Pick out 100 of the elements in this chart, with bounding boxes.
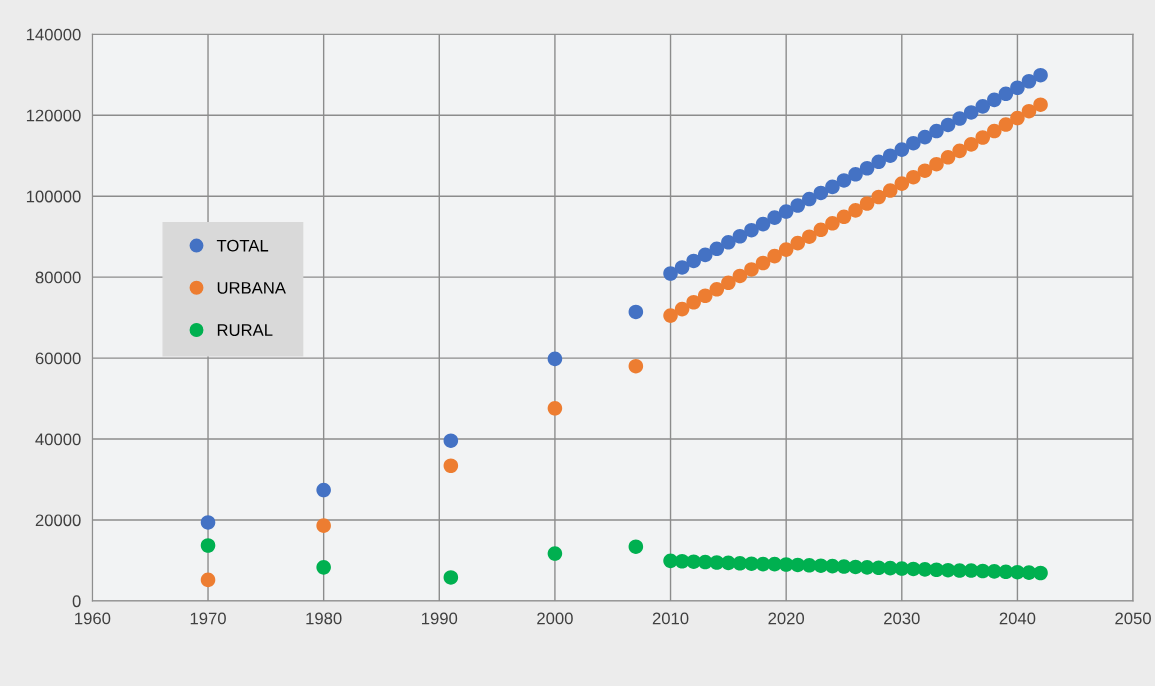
point [697,247,713,263]
point [836,209,852,225]
point [848,167,863,182]
point [1021,73,1037,89]
y-tick-label: 80000 [35,271,81,284]
point [802,191,817,207]
point [547,351,563,367]
point [674,260,690,275]
point [894,142,910,157]
x-tick-label: 2050 [1115,612,1151,625]
point [987,123,1002,139]
point [1021,103,1037,119]
point [316,482,331,498]
x-tick-label: 2000 [537,612,573,625]
point [813,185,829,201]
point [767,210,782,225]
point [906,135,921,151]
point [1010,80,1025,96]
point [929,156,944,172]
point [998,117,1014,132]
point [952,143,967,159]
point [836,173,852,188]
point [755,255,771,271]
point [697,288,713,304]
point [859,160,875,176]
point [952,111,967,126]
point [882,148,898,164]
point [547,546,563,561]
point [732,268,748,284]
legend-label: RURAL [217,324,273,336]
point [767,248,782,264]
point [940,150,956,165]
point [443,458,459,474]
y-tick-label: 0 [72,595,81,608]
point [871,189,886,205]
point [963,105,979,120]
point [663,266,678,281]
point [1033,97,1048,113]
x-tick-label: 1960 [75,612,111,625]
point [674,301,690,317]
point [917,163,933,178]
point [709,241,725,257]
point [663,308,678,323]
point [547,401,563,416]
point [686,294,701,310]
point [721,275,736,291]
point [825,179,840,195]
point [628,304,644,320]
x-tick-label: 2020 [768,612,805,625]
point [200,515,216,530]
point [628,358,644,374]
point [929,123,944,139]
legend-label: URBANA [217,282,286,294]
point [732,228,748,244]
point [744,262,759,277]
point [871,154,886,170]
x-tick-label: 2040 [999,612,1036,625]
point [825,216,840,231]
point [744,222,759,238]
point [628,539,644,554]
point [316,518,331,533]
point [998,86,1014,102]
point [721,235,736,250]
y-tick-label: 40000 [35,433,81,446]
x-tick-label: 1990 [422,612,458,625]
point [778,204,794,219]
point [443,570,459,585]
point [1010,110,1025,126]
x-tick-label: 1980 [306,612,342,625]
point [709,282,725,297]
point [963,137,979,152]
x-tick-label: 2030 [884,612,920,625]
point [882,183,898,198]
x-tick-label: 1970 [190,612,226,625]
point [316,560,331,575]
point [940,117,956,133]
point [686,253,701,269]
point [802,229,817,244]
y-tick-label: 100000 [26,190,81,203]
point [790,235,806,251]
y-tick-label: 140000 [26,28,81,41]
point [1033,67,1048,83]
y-tick-label: 60000 [35,352,81,365]
point [848,203,863,218]
point [975,130,991,145]
point [443,433,459,448]
y-tick-label: 120000 [26,109,81,122]
point [906,169,921,185]
point [987,92,1002,108]
point [917,129,933,145]
y-tick-label: 20000 [35,514,81,527]
point [755,216,771,232]
point [1033,565,1048,581]
point [975,99,991,114]
point [778,242,794,257]
point [200,572,216,588]
point [859,196,875,211]
point [894,176,910,191]
x-tick-label: 2010 [652,612,689,625]
point [200,538,216,553]
